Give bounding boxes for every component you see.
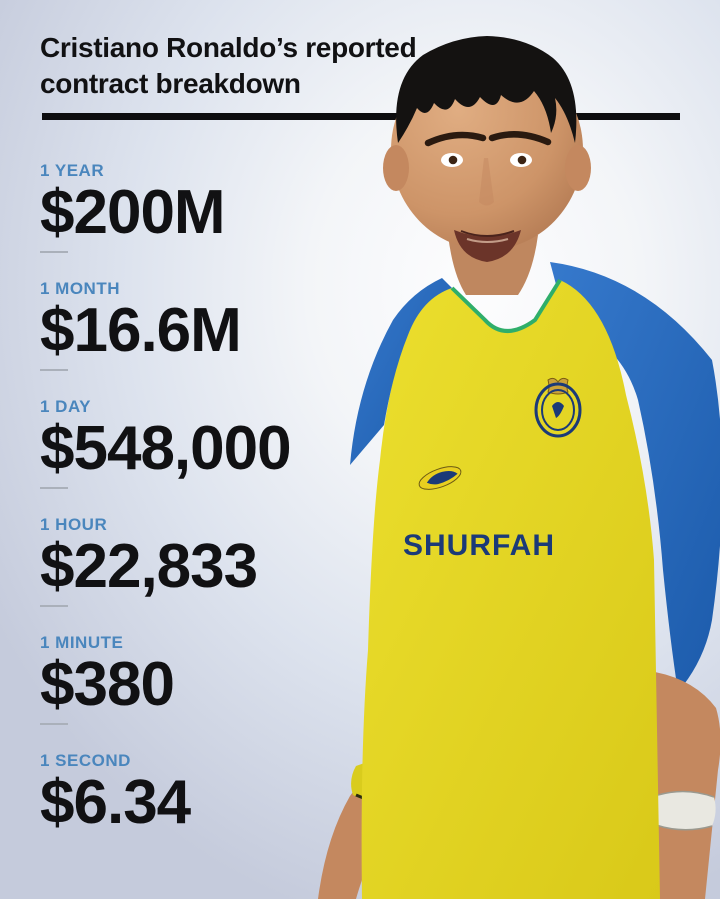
svg-text:SHURFAH: SHURFAH xyxy=(403,529,555,562)
